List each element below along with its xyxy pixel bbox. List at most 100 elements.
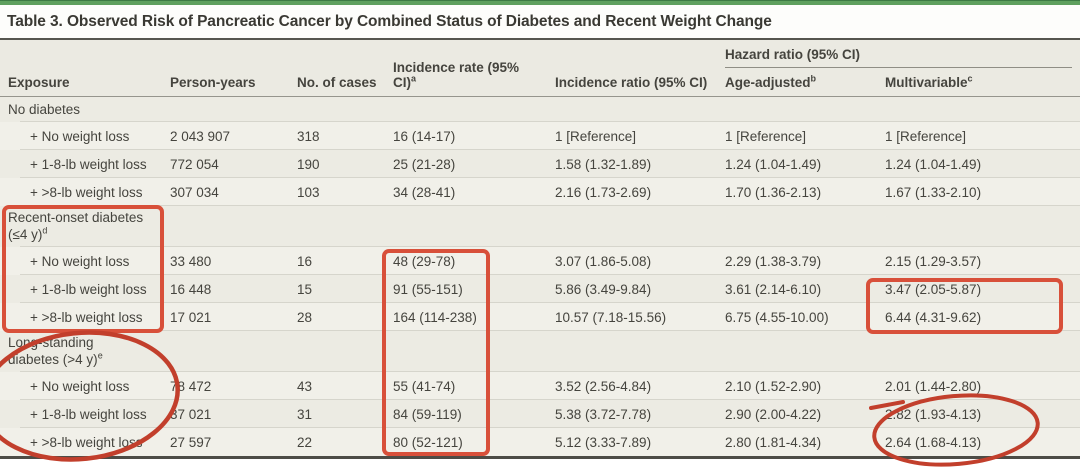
col-header-person-years: Person-years: [170, 75, 256, 90]
table-body: No diabetes + No weight loss 2 043 907 318 1…: [0, 97, 1080, 456]
col-header-incidence-ratio: Incidence ratio (95% CI): [555, 75, 708, 90]
cell-hr-multivariable: 2.01 (1.44-2.80): [885, 378, 982, 394]
col-header-multivariable-label: Multivariable: [885, 75, 968, 90]
table-row: + 1-8-lb weight loss 772 054 190 25 (21-28)…: [0, 150, 1080, 178]
cell-incidence-rate: 80 (52-121): [393, 434, 463, 450]
col-header-age-adjusted: Age-adjustedb: [725, 73, 885, 90]
cell-hr-age-adjusted: 6.75 (4.55-10.00): [725, 309, 829, 325]
cell-hr-multivariable: 3.47 (2.05-5.87): [885, 281, 982, 297]
col-header-incidence-rate: Incidence rate (95% CI)a: [393, 60, 525, 90]
cell-no-of-cases: 31: [297, 406, 313, 422]
table-bottom-rule: [0, 456, 1080, 459]
cell-incidence-rate: 84 (59-119): [393, 406, 462, 422]
table-row: + No weight loss 78 472 43 55 (41-74) 3.52 (…: [0, 372, 1080, 400]
footnote-sup-a: a: [411, 73, 417, 84]
cell-exposure: + >8-lb weight loss: [30, 434, 143, 450]
col-group-hazard-ratio-label: Hazard ratio (95% CI): [725, 47, 861, 62]
col-header-exposure: Exposure: [8, 75, 70, 90]
cell-exposure: + No weight loss: [30, 128, 130, 144]
cell-person-years: 307 034: [170, 184, 219, 200]
table-row: + No weight loss 2 043 907 318 16 (14-17) 1 …: [0, 122, 1080, 150]
table-row: + 1-8-lb weight loss 16 448 15 91 (55-151) 5…: [0, 275, 1080, 303]
footnote-sup-c: c: [967, 73, 973, 84]
cell-hr-multivariable: 6.44 (4.31-9.62): [885, 309, 982, 325]
cell-no-of-cases: 22: [297, 434, 313, 450]
cell-person-years: 37 021: [170, 406, 212, 422]
cell-hr-multivariable: 1.24 (1.04-1.49): [885, 156, 982, 172]
cell-incidence-ratio: 2.16 (1.73-2.69): [555, 184, 652, 200]
cell-hr-age-adjusted: 1.24 (1.04-1.49): [725, 156, 822, 172]
cell-hr-age-adjusted: 2.80 (1.81-4.34): [725, 434, 822, 450]
cell-hr-multivariable: 1 [Reference]: [885, 128, 967, 144]
table-title: Table 3. Observed Risk of Pancreatic Can…: [0, 5, 1080, 38]
cell-exposure: + >8-lb weight loss: [30, 184, 143, 200]
table-row: + >8-lb weight loss 27 597 22 80 (52-121) 5.…: [0, 428, 1080, 456]
cell-person-years: 17 021: [170, 309, 212, 325]
cell-person-years: 27 597: [170, 434, 212, 450]
cell-hr-multivariable: 2.82 (1.93-4.13): [885, 406, 982, 422]
cell-no-of-cases: 43: [297, 378, 313, 394]
cell-person-years: 78 472: [170, 378, 212, 394]
cell-incidence-ratio: 5.12 (3.33-7.89): [555, 434, 652, 450]
cell-hr-age-adjusted: 2.90 (2.00-4.22): [725, 406, 822, 422]
cell-no-of-cases: 15: [297, 281, 313, 297]
cell-no-of-cases: 16: [297, 253, 313, 269]
cell-incidence-ratio: 1 [Reference]: [555, 128, 637, 144]
cell-incidence-ratio: 10.57 (7.18-15.56): [555, 309, 667, 325]
footnote-sup-b: b: [810, 73, 817, 84]
cell-exposure: + 1-8-lb weight loss: [30, 281, 147, 297]
cell-no-of-cases: 318: [297, 128, 320, 144]
cell-incidence-rate: 34 (28-41): [393, 184, 456, 200]
section-header-row: Long-standing diabetes (>4 y)e: [0, 331, 1080, 372]
section-header-row: Recent-onset diabetes (≤4 y)d: [0, 206, 1080, 247]
col-header-age-adjusted-label: Age-adjusted: [725, 75, 811, 90]
cell-hr-age-adjusted: 2.29 (1.38-3.79): [725, 253, 822, 269]
cell-person-years: 2 043 907: [170, 128, 231, 144]
cell-exposure: + 1-8-lb weight loss: [30, 156, 147, 172]
cell-hr-age-adjusted: 3.61 (2.14-6.10): [725, 281, 822, 297]
cell-hr-multivariable: 2.64 (1.68-4.13): [885, 434, 982, 450]
cell-incidence-rate: 48 (29-78): [393, 253, 456, 269]
cell-hr-multivariable: 2.15 (1.29-3.57): [885, 253, 982, 269]
cell-exposure: No diabetes: [8, 102, 81, 117]
table-row: + >8-lb weight loss 17 021 28 164 (114-238)…: [0, 303, 1080, 331]
col-header-incidence-rate-label: Incidence rate (95% CI): [393, 60, 520, 90]
section-header-row: No diabetes: [0, 97, 1080, 122]
cell-exposure: Long-standing diabetes (>4 y)e: [8, 335, 103, 367]
cell-incidence-ratio: 3.07 (1.86-5.08): [555, 253, 652, 269]
cell-incidence-rate: 91 (55-151): [393, 281, 463, 297]
cell-incidence-ratio: 5.86 (3.49-9.84): [555, 281, 652, 297]
cell-hr-age-adjusted: 2.10 (1.52-2.90): [725, 378, 822, 394]
cell-incidence-rate: 16 (14-17): [393, 128, 456, 144]
table-row: + No weight loss 33 480 16 48 (29-78) 3.07 (…: [0, 247, 1080, 275]
cell-incidence-rate: 55 (41-74): [393, 378, 456, 394]
cell-exposure: + >8-lb weight loss: [30, 309, 143, 325]
cell-no-of-cases: 28: [297, 309, 313, 325]
title-rule: [0, 38, 1080, 40]
cell-incidence-rate: 164 (114-238): [393, 309, 477, 325]
cell-incidence-ratio: 5.38 (3.72-7.78): [555, 406, 652, 422]
cell-incidence-ratio: 3.52 (2.56-4.84): [555, 378, 652, 394]
top-accent-bar: [0, 0, 1080, 5]
cell-no-of-cases: 103: [297, 184, 320, 200]
table-row: + 1-8-lb weight loss 37 021 31 84 (59-119) 5…: [0, 400, 1080, 428]
cell-person-years: 33 480: [170, 253, 212, 269]
cell-person-years: 16 448: [170, 281, 212, 297]
cell-incidence-ratio: 1.58 (1.32-1.89): [555, 156, 652, 172]
cell-exposure: Recent-onset diabetes (≤4 y)d: [8, 210, 144, 242]
cell-person-years: 772 054: [170, 156, 219, 172]
cell-exposure: + No weight loss: [30, 253, 130, 269]
cell-no-of-cases: 190: [297, 156, 320, 172]
cell-exposure: + 1-8-lb weight loss: [30, 406, 147, 422]
table-header-row: Exposure Person-years No. of cases Incid…: [0, 40, 1080, 97]
cell-hr-multivariable: 1.67 (1.33-2.10): [885, 184, 982, 200]
cell-exposure: + No weight loss: [30, 378, 130, 394]
hazard-ratio-group-rule: [725, 67, 1072, 68]
cell-hr-age-adjusted: 1 [Reference]: [725, 128, 807, 144]
cell-hr-age-adjusted: 1.70 (1.36-2.13): [725, 184, 822, 200]
col-header-multivariable: Multivariablec: [885, 73, 1080, 90]
col-header-no-of-cases: No. of cases: [297, 75, 377, 90]
table-row: + >8-lb weight loss 307 034 103 34 (28-41) 2…: [0, 178, 1080, 206]
col-group-hazard-ratio: Hazard ratio (95% CI) Age-adjustedb Mult…: [725, 48, 1080, 90]
